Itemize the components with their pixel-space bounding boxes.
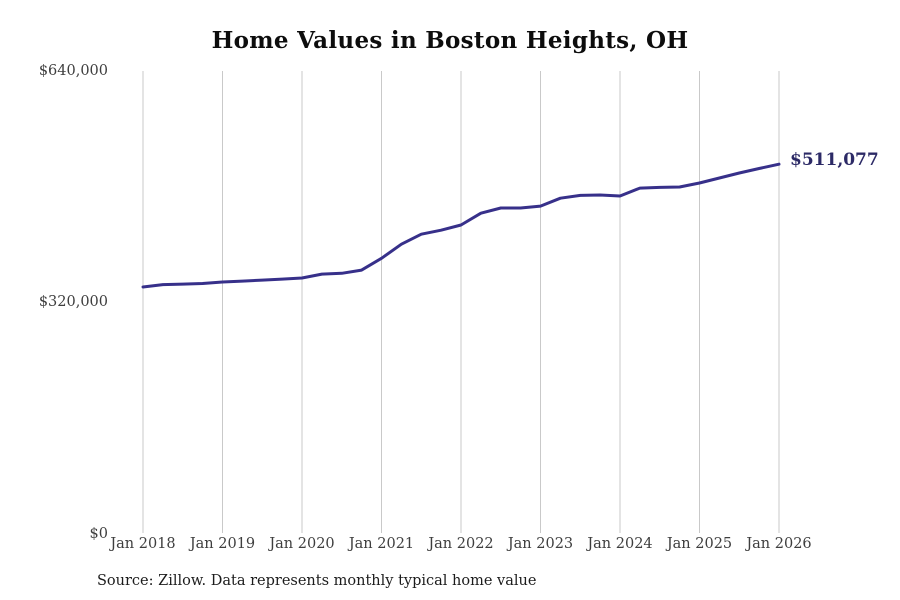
latest-value-label: $511,077 — [790, 150, 879, 171]
x-tick-label: Jan 2022 — [428, 536, 494, 552]
x-tick-label: Jan 2021 — [348, 536, 415, 552]
y-tick-label: $320,000 — [38, 294, 108, 311]
x-tick-label: Jan 2019 — [189, 536, 256, 552]
chart-title: Home Values in Boston Heights, OH — [211, 27, 689, 54]
y-tick-label: $640,000 — [38, 63, 108, 79]
x-tick-label: Jan 2024 — [587, 536, 653, 552]
x-tick-label: Jan 2020 — [269, 536, 335, 552]
source-note: Source: Zillow. Data represents monthly … — [97, 573, 537, 589]
x-tick-label: Jan 2023 — [507, 536, 574, 552]
value-line — [141, 162, 781, 289]
x-tick-label: Jan 2018 — [110, 536, 176, 552]
x-tick-label: Jan 2025 — [666, 536, 733, 552]
y-tick-label: $0 — [89, 525, 108, 542]
x-tick-label: Jan 2026 — [746, 536, 812, 552]
